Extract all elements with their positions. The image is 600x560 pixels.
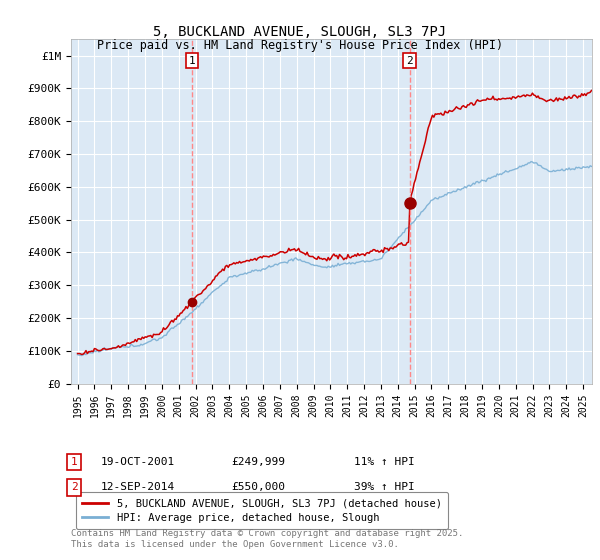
Text: £550,000: £550,000 [231, 482, 285, 492]
Text: £249,999: £249,999 [231, 457, 285, 467]
Text: 39% ↑ HPI: 39% ↑ HPI [354, 482, 415, 492]
Text: 11% ↑ HPI: 11% ↑ HPI [354, 457, 415, 467]
Text: 12-SEP-2014: 12-SEP-2014 [101, 482, 175, 492]
Text: 1: 1 [189, 55, 196, 66]
Text: Contains HM Land Registry data © Crown copyright and database right 2025.
This d: Contains HM Land Registry data © Crown c… [71, 529, 463, 549]
Legend: 5, BUCKLAND AVENUE, SLOUGH, SL3 7PJ (detached house), HPI: Average price, detach: 5, BUCKLAND AVENUE, SLOUGH, SL3 7PJ (det… [76, 492, 448, 529]
Text: Price paid vs. HM Land Registry's House Price Index (HPI): Price paid vs. HM Land Registry's House … [97, 39, 503, 52]
Text: 19-OCT-2001: 19-OCT-2001 [101, 457, 175, 467]
Text: 5, BUCKLAND AVENUE, SLOUGH, SL3 7PJ: 5, BUCKLAND AVENUE, SLOUGH, SL3 7PJ [154, 25, 446, 39]
Text: 1: 1 [71, 457, 77, 467]
Text: 2: 2 [71, 482, 77, 492]
Text: 2: 2 [406, 55, 413, 66]
